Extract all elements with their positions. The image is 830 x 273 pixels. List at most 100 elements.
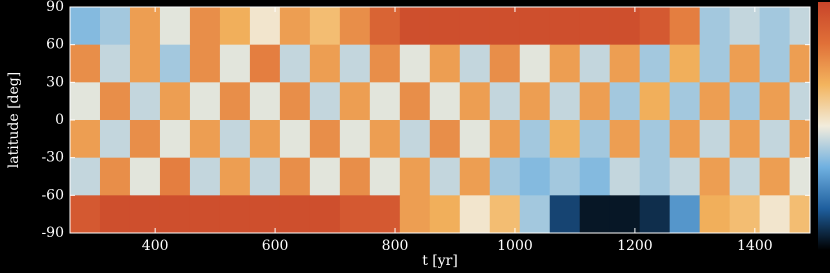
heatmap-cell [159, 195, 191, 233]
heatmap-cell [759, 157, 791, 196]
heatmap-cell [399, 157, 431, 196]
heatmap-cell [70, 157, 101, 196]
heatmap-cell [639, 195, 671, 233]
heatmap-cell [249, 195, 281, 233]
heatmap-cell [789, 195, 810, 233]
heatmap-cell [399, 82, 431, 121]
x-tick-label: 1400 [737, 238, 773, 254]
heatmap-cell [459, 157, 491, 196]
heatmap-cell [189, 157, 221, 196]
heatmap-cell [129, 157, 161, 196]
heatmap-cell [309, 44, 341, 83]
heatmap-cell [369, 120, 401, 159]
heatmap-cell [339, 82, 371, 121]
heatmap-cell [189, 7, 221, 46]
x-tick-label: 1000 [497, 238, 533, 254]
heatmap-cell [549, 195, 581, 233]
heatmap-cell [549, 120, 581, 159]
heatmap-cell [279, 44, 311, 83]
heatmap-cell [189, 195, 221, 233]
heatmap-cell [579, 157, 611, 196]
heatmap-cell [70, 195, 101, 233]
heatmap-cell [579, 82, 611, 121]
heatmap-cell [669, 7, 701, 46]
heatmap-cell [129, 44, 161, 83]
y-tick-label: 30 [46, 74, 64, 90]
heatmap-cell [159, 44, 191, 83]
heatmap-cell [339, 157, 371, 196]
heatmap-cell [549, 157, 581, 196]
heatmap-cell [789, 157, 810, 196]
heatmap-cell [729, 44, 761, 83]
heatmap-cell [279, 7, 311, 46]
heatmap-cell [99, 120, 131, 159]
heatmap-cell [519, 82, 551, 121]
heatmap-cell [309, 157, 341, 196]
heatmap-cell [669, 195, 701, 233]
heatmap-cell [399, 195, 431, 233]
heatmap-cell [549, 44, 581, 83]
heatmap-cell [669, 157, 701, 196]
heatmap-cell [729, 7, 761, 46]
heatmap-cell [189, 82, 221, 121]
heatmap-cell [189, 44, 221, 83]
heatmap-cell [189, 120, 221, 159]
heatmap-cell [639, 157, 671, 196]
heatmap-cell [70, 7, 101, 46]
heatmap-cell [129, 120, 161, 159]
heatmap-cell [669, 120, 701, 159]
heatmap-cell [609, 120, 641, 159]
heatmap-cell [609, 82, 641, 121]
colorbar [818, 2, 830, 250]
heatmap-cell [129, 82, 161, 121]
heatmap-cell [579, 7, 611, 46]
heatmap-cell [699, 157, 731, 196]
heatmap-cell [339, 44, 371, 83]
heatmap-cell [579, 120, 611, 159]
heatmap-cell [219, 44, 251, 83]
heatmap-cell [429, 120, 461, 159]
heatmap-cell [489, 120, 521, 159]
heatmap-cell [549, 82, 581, 121]
heatmap-cell [699, 120, 731, 159]
y-tick-label: 0 [55, 112, 64, 128]
heatmap-cell [489, 82, 521, 121]
heatmap-cell [489, 195, 521, 233]
heatmap-cell [759, 120, 791, 159]
y-tick-label: 90 [46, 0, 64, 15]
heatmap-cell [99, 195, 131, 233]
heatmap-cell [129, 7, 161, 46]
heatmap-cell [399, 7, 431, 46]
heatmap-cell [699, 7, 731, 46]
heatmap-cell [459, 44, 491, 83]
heatmap-cell [99, 7, 131, 46]
x-tick-label: 400 [142, 238, 169, 254]
heatmap-cell [159, 82, 191, 121]
heatmap-cell [699, 195, 731, 233]
heatmap-cell [309, 82, 341, 121]
heatmap-cell [489, 157, 521, 196]
heatmap-cell [219, 82, 251, 121]
heatmap-cell [369, 44, 401, 83]
heatmap-cell [99, 157, 131, 196]
heatmap-cell [759, 7, 791, 46]
heatmap-cell [219, 157, 251, 196]
y-tick-label: -60 [41, 187, 64, 203]
heatmap-cell [639, 82, 671, 121]
heatmap-cell [429, 157, 461, 196]
heatmap-cell [369, 82, 401, 121]
heatmap-cell [339, 195, 371, 233]
heatmap-cell [129, 195, 161, 233]
heatmap-cell [279, 195, 311, 233]
heatmap [70, 7, 810, 233]
heatmap-cell [219, 195, 251, 233]
heatmap-cell [579, 195, 611, 233]
heatmap-cell [669, 44, 701, 83]
heatmap-cell [369, 157, 401, 196]
heatmap-cell [369, 195, 401, 233]
heatmap-cell [99, 44, 131, 83]
heatmap-cell [789, 7, 810, 46]
heatmap-cell [429, 195, 461, 233]
heatmap-cell [309, 195, 341, 233]
